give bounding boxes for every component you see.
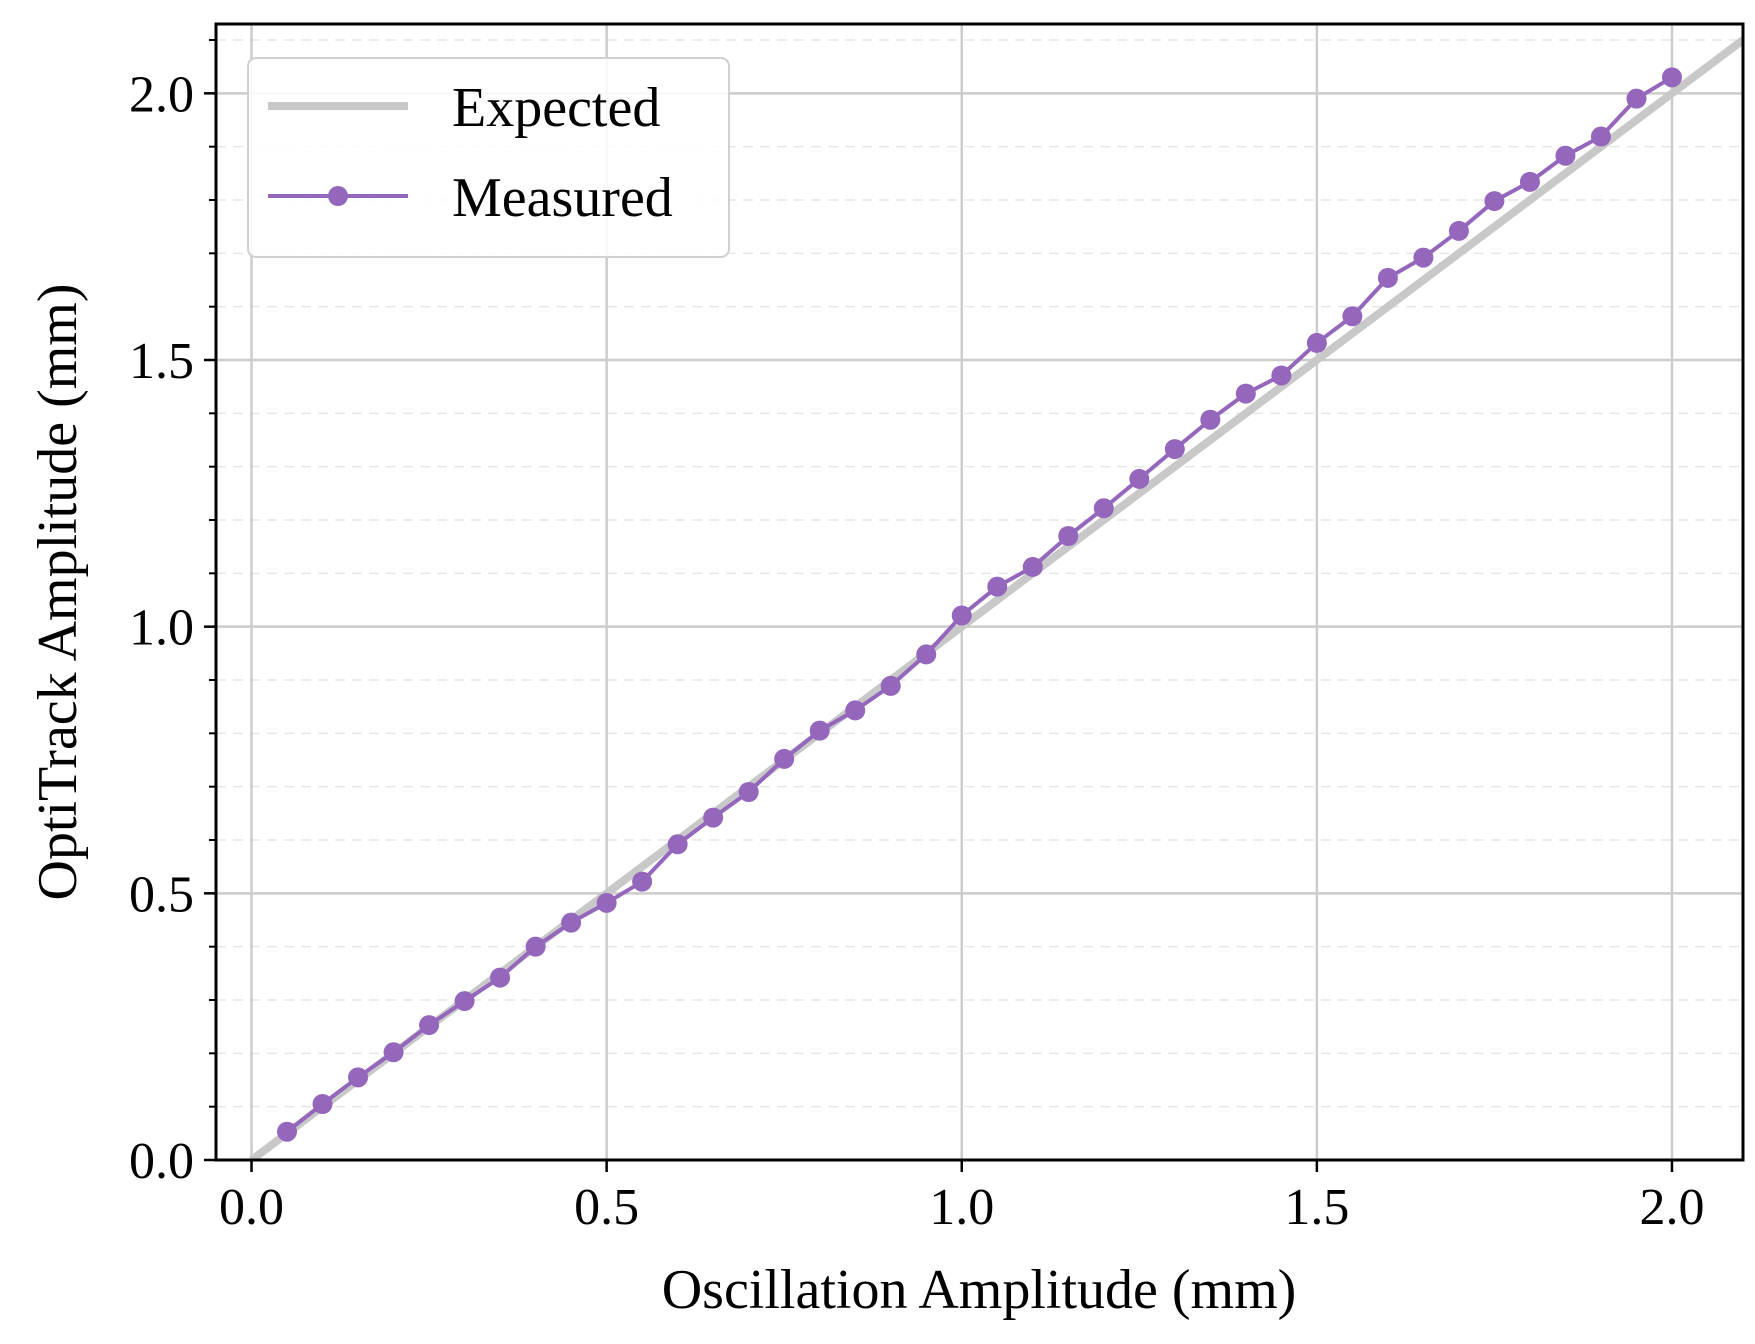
x-tick-label: 1.0 [929,1179,994,1236]
x-tick-label: 1.5 [1284,1179,1349,1236]
y-tick-label: 0.0 [129,1133,194,1190]
measured-point [383,1042,404,1063]
measured-point [525,936,546,957]
measured-point [1377,267,1398,288]
legend-measured-label: Measured [452,167,673,229]
measured-point [987,576,1008,597]
y-tick-label: 0.5 [129,866,194,923]
plot-frame [214,22,1745,1162]
measured-point [738,782,759,802]
measured-point [561,912,582,933]
measured-point [809,720,830,741]
measured-point [1058,526,1079,546]
measured-point [1484,191,1505,212]
legend-measured-marker [328,186,348,206]
measured-point [880,675,901,696]
series-layer [249,36,1743,1160]
measured-point [632,871,653,892]
measured-point [774,748,795,769]
x-tick-label: 0.5 [574,1179,639,1236]
x-axis-title: Oscillation Amplitude (mm) [662,1259,1297,1321]
measured-point [596,892,617,913]
measured-point [1448,220,1469,241]
measured-point [667,834,688,855]
measured-point [1555,145,1576,166]
measured-point [454,991,475,1012]
measured-point [951,605,972,626]
measured-point [1271,365,1292,386]
measured-point [916,644,937,665]
measured-point [490,967,511,988]
legend: Expected Measured [247,57,730,258]
legend-expected-label: Expected [452,77,660,139]
measured-point [312,1094,333,1114]
measured-point [703,807,724,828]
measured-point [1306,332,1327,353]
measured-point [1413,247,1434,268]
measured-point [1129,468,1150,489]
measured-point [1626,88,1647,109]
measured-point [845,700,866,721]
y-axis-title: OptiTrack Amplitude (mm) [27,283,89,900]
measured-point [1661,67,1682,88]
measured-point [1093,498,1114,519]
y-tick-label: 1.0 [129,600,194,657]
measured-point [1200,409,1221,430]
x-tick-label: 0.0 [219,1179,284,1236]
measured-point [1022,556,1043,577]
measured-point [1519,171,1540,192]
x-tick-label: 2.0 [1639,1179,1704,1236]
measured-point [1590,126,1611,147]
y-tick-label: 1.5 [129,333,194,390]
axis-tick-labels: 0.0 0.5 1.0 1.5 2.0 0.0 0.5 1.0 1.5 2.0 [129,66,1704,1236]
measured-point [348,1067,369,1088]
y-tick-label: 2.0 [129,66,194,123]
measured-point [419,1015,440,1036]
measured-point [1235,383,1256,404]
measured-line [285,75,1674,1134]
measured-point [1342,306,1363,327]
measured-point [1164,439,1185,460]
measured-point [277,1121,298,1142]
axis-ticks [204,39,1674,1172]
